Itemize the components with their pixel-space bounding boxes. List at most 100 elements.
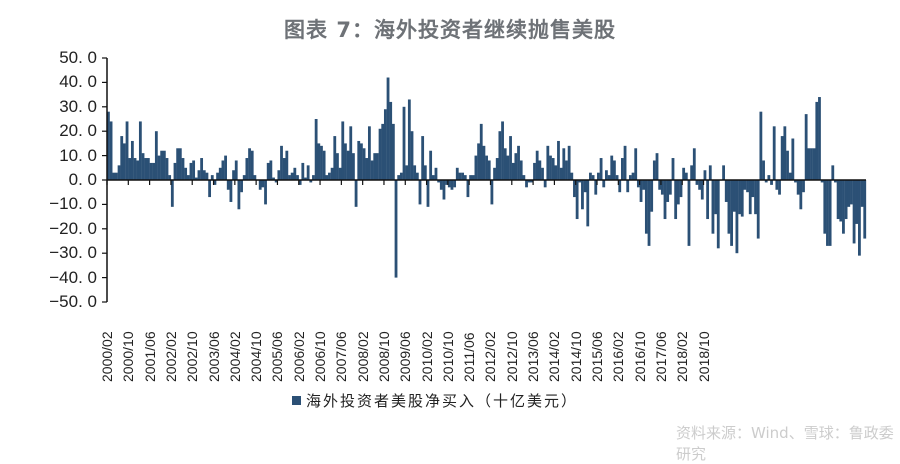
y-tick-label: −10. 0 (49, 194, 97, 214)
bar (519, 160, 523, 180)
bar (860, 180, 864, 207)
bar (802, 180, 805, 193)
bar (109, 121, 113, 180)
bar (213, 180, 217, 185)
bar (810, 148, 813, 180)
bar (133, 158, 137, 180)
bar (394, 180, 398, 278)
bar (445, 180, 449, 185)
bar (746, 180, 749, 193)
bar (668, 180, 672, 195)
bar (157, 155, 161, 180)
bar (383, 109, 387, 180)
bar (634, 148, 638, 180)
bar (128, 158, 132, 180)
bar (210, 175, 214, 180)
bar (706, 180, 710, 220)
bar (501, 121, 504, 180)
bar (413, 165, 417, 180)
bar (298, 180, 302, 185)
y-tick-label: −40. 0 (49, 267, 97, 287)
bar (186, 175, 190, 180)
bar (114, 172, 118, 180)
bar (378, 128, 382, 180)
bar (732, 180, 736, 212)
bar (575, 180, 579, 220)
bar (836, 180, 840, 220)
bar (107, 111, 110, 180)
bar (245, 158, 249, 180)
bar (565, 160, 568, 180)
bar (474, 155, 478, 180)
bar (541, 167, 544, 180)
bar (727, 180, 731, 234)
bar (173, 162, 177, 180)
bar (202, 170, 206, 180)
bar (221, 160, 225, 180)
bar (490, 180, 494, 205)
bar (274, 180, 278, 183)
bar (402, 106, 406, 180)
bar (772, 126, 776, 180)
bar (469, 175, 472, 180)
bar (288, 175, 291, 180)
bar (549, 155, 552, 180)
bar (410, 131, 414, 180)
bar (328, 172, 331, 180)
bar (589, 172, 592, 180)
bar (471, 175, 475, 180)
bar (767, 175, 771, 180)
legend-label: 海外投资者美股净买入（十亿美元） (306, 392, 579, 410)
bar (615, 175, 619, 180)
bar (858, 180, 861, 256)
bar (138, 121, 142, 180)
bar (407, 99, 411, 180)
bar (533, 162, 536, 180)
bar (426, 180, 430, 207)
bar (535, 150, 539, 180)
bar (242, 175, 246, 180)
bar (330, 167, 334, 180)
bar (226, 180, 230, 190)
bar (455, 167, 459, 180)
bar (434, 167, 438, 180)
bar (812, 148, 816, 180)
bar (530, 180, 534, 183)
bar (807, 148, 811, 180)
bar (738, 180, 741, 215)
bar (397, 175, 401, 180)
bar (650, 180, 654, 212)
bar (748, 180, 752, 215)
bar (770, 180, 773, 185)
y-tick-label: 10. 0 (59, 145, 97, 165)
bar (613, 160, 616, 180)
bar (554, 165, 558, 180)
bar (296, 175, 299, 180)
bar (786, 150, 789, 180)
bar (495, 158, 499, 180)
bar (695, 180, 699, 185)
bar (168, 175, 172, 180)
bar (277, 170, 281, 180)
bar (234, 160, 238, 180)
bar (152, 162, 156, 180)
bar (826, 180, 829, 246)
bar (136, 160, 140, 180)
bar (655, 153, 659, 180)
bar (336, 153, 339, 180)
bar (759, 111, 763, 180)
bar (437, 180, 441, 183)
bar (248, 148, 251, 180)
bar (479, 123, 483, 180)
y-tick-label: 20. 0 (59, 121, 97, 141)
bar (583, 180, 587, 193)
bar (280, 145, 283, 180)
bar (317, 143, 321, 180)
bar (517, 145, 520, 180)
bar (253, 175, 257, 180)
bar (663, 180, 667, 220)
bar (149, 162, 153, 180)
bar (525, 180, 528, 188)
bar (818, 97, 821, 180)
bar (730, 180, 733, 246)
